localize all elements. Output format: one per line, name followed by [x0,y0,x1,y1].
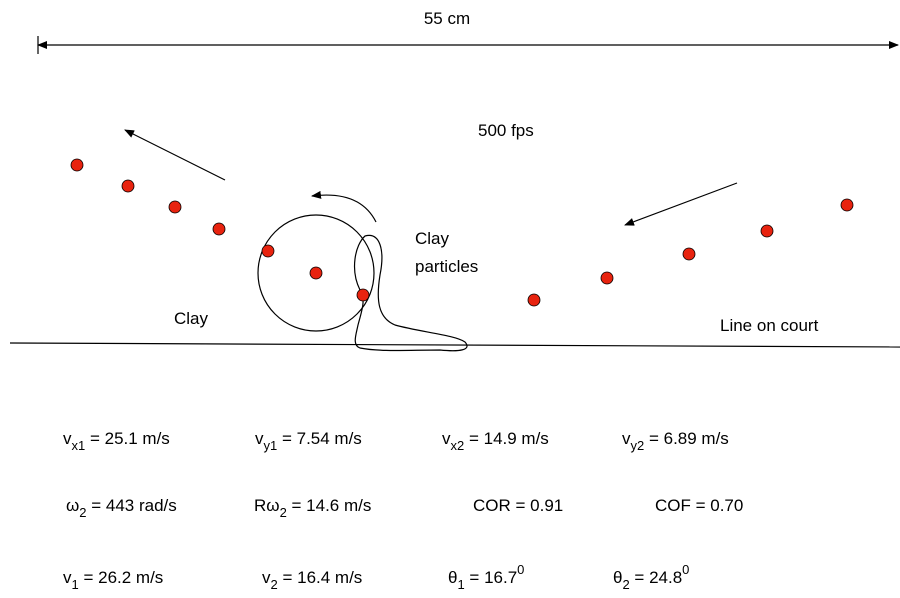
equation-subscript: y1 [264,438,278,453]
position-dot [168,200,182,214]
equation-symbol: v [63,568,72,587]
equation-value: = 26.2 m/s [79,568,164,587]
equation: v1 = 26.2 m/s [63,568,163,592]
court-line-label: Line on court [720,316,819,335]
equation: v2 = 16.4 m/s [262,568,362,592]
equation: ω2 = 443 rad/s [66,496,177,520]
equation-symbol: v [63,429,72,448]
position-dot [70,158,84,172]
spin-arrow [311,190,377,223]
ball [257,214,375,332]
position-dot [760,224,774,238]
equation-superscript: 0 [682,562,689,577]
equation: vy1 = 7.54 m/s [255,429,362,453]
position-dot [840,198,854,212]
equation-symbol: v [622,429,631,448]
equation-value: = 16.7 [465,568,517,587]
equation: COR = 0.91 [473,496,563,515]
equation-subscript: x2 [451,438,465,453]
equation: Rω2 = 14.6 m/s [254,496,371,520]
clay-particles-label: particles [415,257,478,276]
equation-symbol: θ [613,568,622,587]
equations: vx1 = 25.1 m/s vy1 = 7.54 m/s vx2 = 14.9 m… [63,429,743,592]
position-dot [261,244,275,258]
clay-particles-label: Clay [415,229,450,248]
equation-value: = 16.4 m/s [278,568,363,587]
equation-symbol: θ [448,568,457,587]
equation-subscript: 1 [457,577,464,592]
equation-value: = 6.89 m/s [644,429,729,448]
equation-value: = 25.1 m/s [85,429,170,448]
frame-rate: 500 fps [478,121,534,140]
equation-subscript: 2 [280,505,287,520]
equation-superscript: 0 [517,562,524,577]
incoming-arrow [124,129,226,181]
ground-line [9,342,900,348]
position-dot [309,266,323,280]
position-dot [600,271,614,285]
equation-subscript: y2 [631,438,645,453]
equation-value: = 443 rad/s [87,496,177,515]
equation-symbol: v [255,429,264,448]
equation-symbol: COF = 0.70 [655,496,743,515]
position-dot [682,247,696,261]
equation-symbol: v [262,568,271,587]
equation-subscript: 2 [79,505,86,520]
equation-subscript: 2 [271,577,278,592]
position-dot [356,288,370,302]
equation-symbol: COR = 0.91 [473,496,563,515]
distance-label: 55 cm [424,9,470,28]
equation-value: = 7.54 m/s [277,429,362,448]
position-dot [527,293,541,307]
position-dot [121,179,135,193]
equation-symbol: Rω [254,496,280,515]
ball-positions [70,158,854,307]
equation-value: = 14.9 m/s [464,429,549,448]
equation-subscript: x1 [72,438,86,453]
rebound-arrow [624,182,738,226]
equation-subscript: 2 [622,577,629,592]
equation: vy2 = 6.89 m/s [622,429,729,453]
equation: θ2 = 24.80 [613,562,689,592]
equation: vx2 = 14.9 m/s [442,429,549,453]
equation-symbol: ω [66,496,79,515]
equation-symbol: v [442,429,451,448]
equation-value: = 14.6 m/s [287,496,372,515]
equation: θ1 = 16.70 [448,562,524,592]
clay-particles-outline [353,234,468,352]
clay-label: Clay [174,309,209,328]
equation-subscript: 1 [72,577,79,592]
equation: COF = 0.70 [655,496,743,515]
position-dot [212,222,226,236]
equation-value: = 24.8 [630,568,682,587]
equation: vx1 = 25.1 m/s [63,429,170,453]
